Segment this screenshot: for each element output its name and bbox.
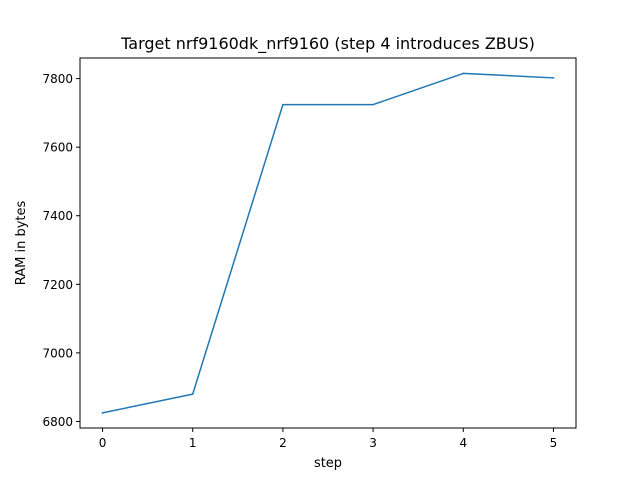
x-axis: 0 1 2 3 4 5: [99, 428, 558, 450]
x-tick-label: 3: [369, 436, 377, 450]
x-tick-label: 1: [189, 436, 197, 450]
y-tick-label: 7400: [42, 209, 73, 223]
data-point: [372, 103, 374, 106]
y-axis: 6800 7000 7200 7400 7600 7800: [42, 72, 80, 429]
y-axis-label: RAM in bytes: [14, 201, 29, 286]
chart-title: Target nrf9160dk_nrf9160 (step 4 introdu…: [120, 34, 535, 54]
data-point: [552, 77, 555, 79]
plot-area: [101, 72, 555, 414]
data-point: [462, 72, 465, 75]
y-tick-label: 6800: [42, 415, 73, 429]
series-line: [101, 72, 555, 414]
y-tick-label: 7600: [42, 141, 73, 155]
y-tick-label: 7800: [42, 72, 73, 86]
y-tick-label: 7000: [42, 346, 73, 360]
axes-frame: [79, 57, 577, 429]
x-tick-label: 0: [99, 436, 107, 450]
y-tick-label: 7200: [42, 278, 73, 292]
data-point: [282, 103, 284, 106]
x-tick-label: 2: [279, 436, 287, 450]
x-axis-label: step: [314, 456, 342, 471]
data-point: [191, 393, 194, 395]
data-point: [101, 412, 104, 414]
x-tick-label: 5: [550, 436, 558, 450]
x-tick-label: 4: [459, 436, 467, 450]
